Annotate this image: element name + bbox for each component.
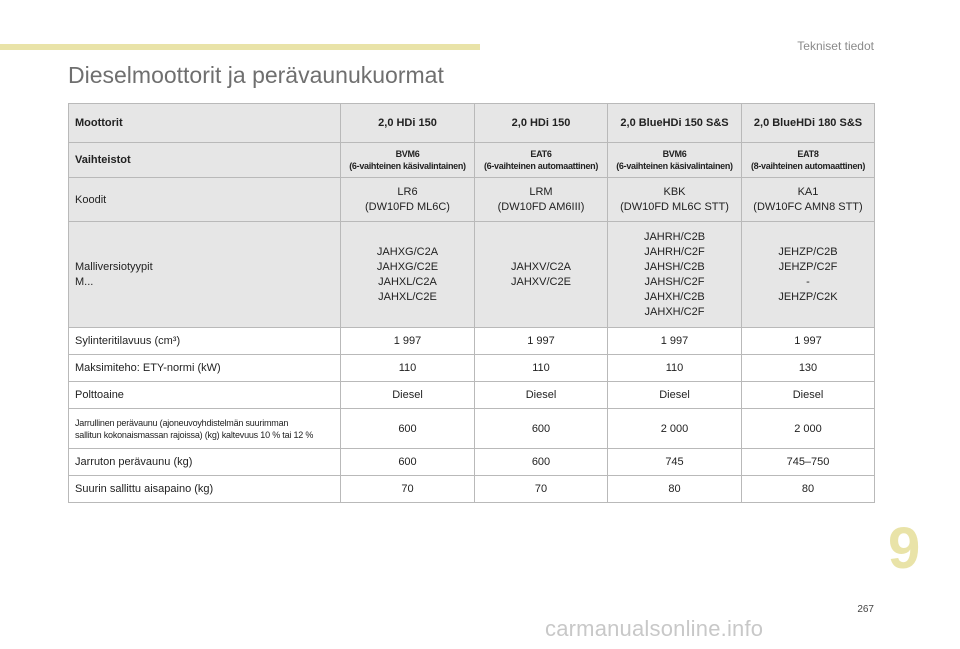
row-label-gearbox: Vaihteistot	[68, 142, 341, 178]
table-cell: 110	[474, 354, 608, 382]
col-header-2: 2,0 HDi 150	[474, 103, 608, 143]
row-label-displacement: Sylinteritilavuus (cm³)	[68, 327, 341, 355]
watermark: carmanualsonline.info	[545, 616, 764, 641]
table-cell: KBK (DW10FD ML6C STT)	[607, 177, 742, 222]
accent-bar	[0, 44, 480, 50]
table-cell: 70	[340, 475, 475, 503]
row-label-engines: Moottorit	[68, 103, 341, 143]
table-cell: BVM6 (6-vaihteinen käsivalintainen)	[340, 142, 475, 178]
table-cell: 1 997	[741, 327, 875, 355]
table-cell: EAT6 (6-vaihteinen automaattinen)	[474, 142, 608, 178]
table-cell: Diesel	[607, 381, 742, 409]
table-row-fuel: Polttoaine Diesel Diesel Diesel Diesel	[68, 381, 875, 409]
table-cell: 80	[741, 475, 875, 503]
col-header-3: 2,0 BlueHDi 150 S&S	[607, 103, 742, 143]
table-cell: 110	[607, 354, 742, 382]
table-row-gearbox: Vaihteistot BVM6 (6-vaihteinen käsivalin…	[68, 142, 875, 178]
table-cell: JAHXV/C2A JAHXV/C2E	[474, 221, 608, 328]
table-cell: EAT8 (8-vaihteinen automaattinen)	[741, 142, 875, 178]
row-label-unbraked-trailer: Jarruton perävaunu (kg)	[68, 448, 341, 476]
row-label-codes: Koodit	[68, 177, 341, 222]
page-title: Dieselmoottorit ja perävaunukuormat	[68, 62, 444, 88]
table-cell: BVM6 (6-vaihteinen käsivalintainen)	[607, 142, 742, 178]
row-label-fuel: Polttoaine	[68, 381, 341, 409]
table-cell: KA1 (DW10FC AMN8 STT)	[741, 177, 875, 222]
table-cell: Diesel	[340, 381, 475, 409]
table-cell: 80	[607, 475, 742, 503]
table-row-models: Malliversiotyypit M... JAHXG/C2A JAHXG/C…	[68, 221, 875, 328]
section-label: Tekniset tiedot	[797, 39, 874, 53]
table-cell: 600	[340, 408, 475, 449]
table-cell: JEHZP/C2B JEHZP/C2F - JEHZP/C2K	[741, 221, 875, 328]
table-cell: 1 997	[340, 327, 475, 355]
table-cell: 600	[474, 408, 608, 449]
table-cell: JAHRH/C2B JAHRH/C2F JAHSH/C2B JAHSH/C2F …	[607, 221, 742, 328]
table-cell: JAHXG/C2A JAHXG/C2E JAHXL/C2A JAHXL/C2E	[340, 221, 475, 328]
row-label-power: Maksimiteho: ETY-normi (kW)	[68, 354, 341, 382]
table-cell: Diesel	[474, 381, 608, 409]
table-cell: 745–750	[741, 448, 875, 476]
table-row-codes: Koodit LR6 (DW10FD ML6C) LRM (DW10FD AM6…	[68, 177, 875, 222]
col-header-4: 2,0 BlueHDi 180 S&S	[741, 103, 875, 143]
table-cell: 2 000	[741, 408, 875, 449]
table-row-unbraked-trailer: Jarruton perävaunu (kg) 600 600 745 745–…	[68, 448, 875, 476]
table-cell: 600	[340, 448, 475, 476]
table-cell: 70	[474, 475, 608, 503]
table-cell: 130	[741, 354, 875, 382]
table-cell: 110	[340, 354, 475, 382]
table-cell: 1 997	[607, 327, 742, 355]
table-cell: 600	[474, 448, 608, 476]
table-row-power: Maksimiteho: ETY-normi (kW) 110 110 110 …	[68, 354, 875, 382]
table-row-nose-weight: Suurin sallittu aisapaino (kg) 70 70 80 …	[68, 475, 875, 503]
table-row-displacement: Sylinteritilavuus (cm³) 1 997 1 997 1 99…	[68, 327, 875, 355]
col-header-1: 2,0 HDi 150	[340, 103, 475, 143]
row-label-braked-trailer: Jarrullinen perävaunu (ajoneuvoyhdistelm…	[68, 408, 341, 449]
table-cell: Diesel	[741, 381, 875, 409]
table-cell: 1 997	[474, 327, 608, 355]
row-label-nose-weight: Suurin sallittu aisapaino (kg)	[68, 475, 341, 503]
table-row-braked-trailer: Jarrullinen perävaunu (ajoneuvoyhdistelm…	[68, 408, 875, 449]
page-number: 267	[857, 604, 874, 615]
table-row-engines: Moottorit 2,0 HDi 150 2,0 HDi 150 2,0 Bl…	[68, 103, 875, 143]
table-cell: LRM (DW10FD AM6III)	[474, 177, 608, 222]
table-cell: 745	[607, 448, 742, 476]
chapter-number: 9	[888, 516, 921, 581]
table-cell: 2 000	[607, 408, 742, 449]
table-cell: LR6 (DW10FD ML6C)	[340, 177, 475, 222]
row-label-models: Malliversiotyypit M...	[68, 221, 341, 328]
diesel-spec-table: Moottorit 2,0 HDi 150 2,0 HDi 150 2,0 Bl…	[68, 103, 875, 503]
